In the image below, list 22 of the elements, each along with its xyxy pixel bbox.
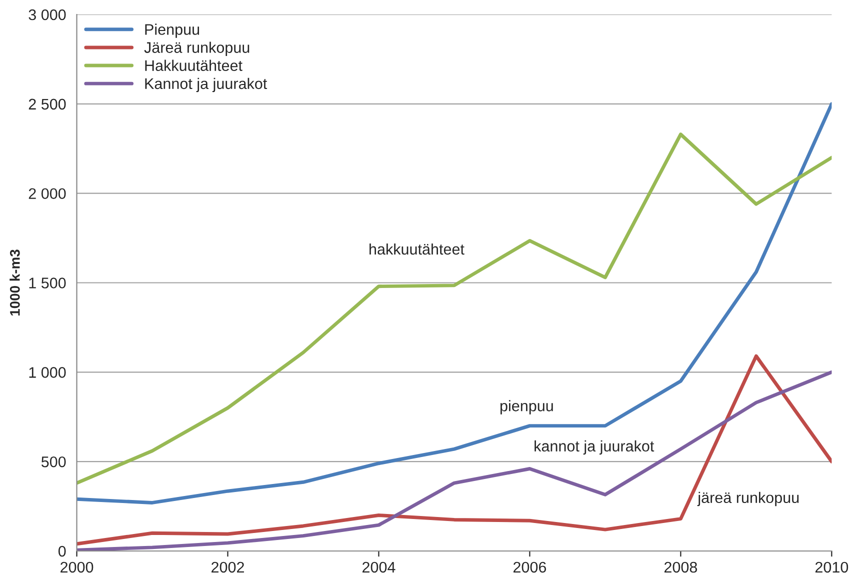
y-tick-label: 1 000 [29, 367, 66, 378]
x-tick-label: 2006 [513, 562, 546, 573]
x-tick-label: 2008 [664, 562, 698, 573]
y-tick-label: 2 500 [28, 98, 66, 110]
y-tick-label: 3 000 [28, 9, 66, 20]
y-tick-label: 500 [41, 456, 66, 468]
y-tick-label: 1 500 [29, 278, 66, 288]
legend-label: Pienpuu [145, 24, 200, 38]
x-tick-label: 2002 [212, 562, 244, 573]
annotation: pienpuu [500, 400, 553, 414]
legend-label: Järeä runkopuu [144, 42, 250, 56]
y-tick-label: 0 [58, 546, 66, 557]
x-tick-label: 2000 [60, 562, 94, 573]
y-tick-label: 2 000 [28, 188, 66, 200]
legend-label: Hakkuutähteet [145, 60, 242, 72]
legend-label: Kannot ja juurakot [145, 78, 268, 92]
x-tick-label: 2010 [815, 562, 848, 573]
y-axis-title: 1000 k-m3 [10, 250, 20, 316]
x-tick-label: 2004 [362, 562, 396, 573]
annotation: hakkuutähteet [370, 243, 464, 255]
annotation: järeä runkopuu [697, 492, 799, 506]
annotation: kannot ja juurakot [534, 440, 654, 455]
